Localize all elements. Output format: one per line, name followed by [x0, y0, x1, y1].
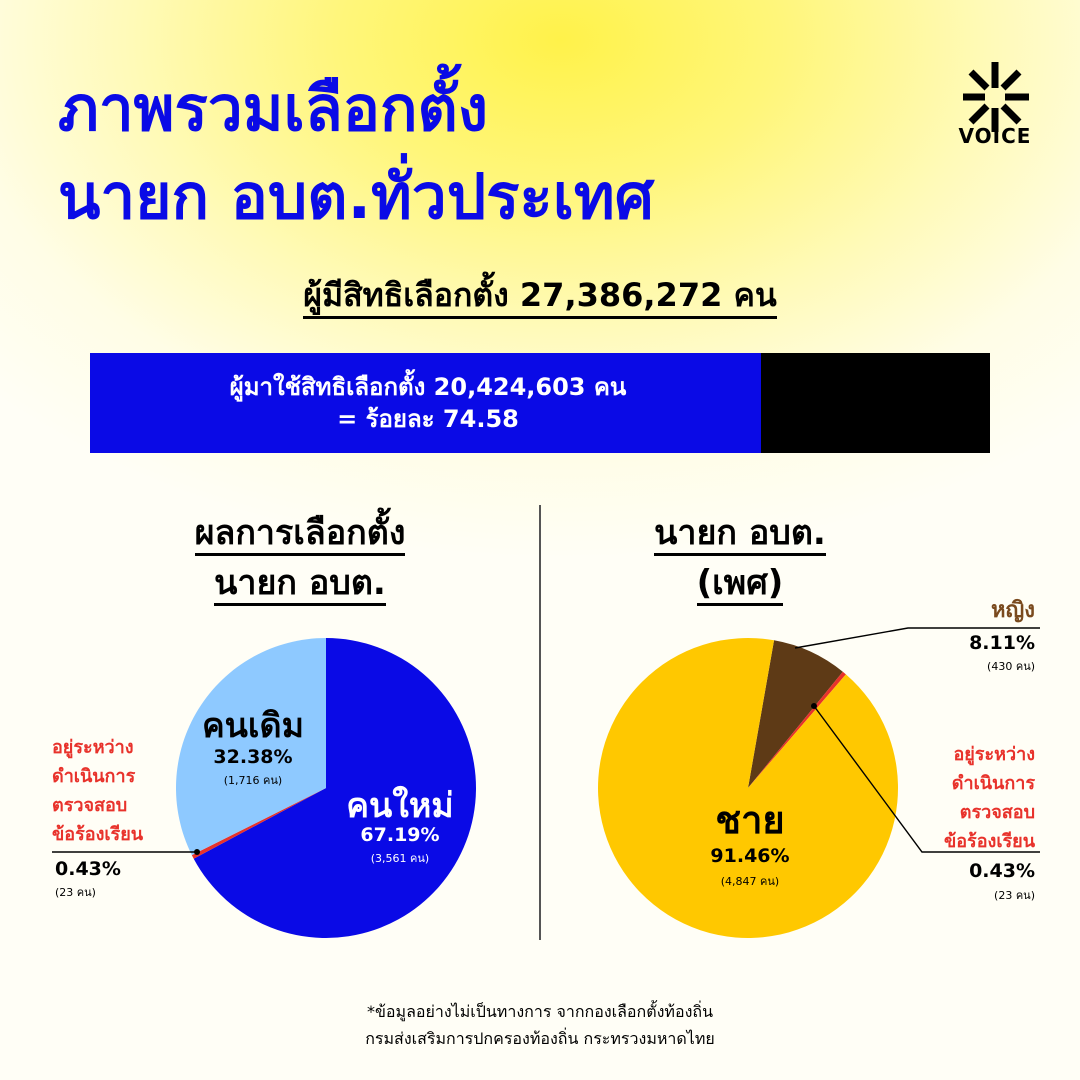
- pie-chart-gender: [598, 638, 899, 939]
- right-pending-line-2: ดำเนินการ: [951, 773, 1035, 794]
- label-female-count: (430 คน): [987, 660, 1035, 673]
- pie-chart-result: [176, 638, 476, 938]
- label-new-pct: 67.19%: [360, 824, 440, 846]
- section-divider: [539, 505, 541, 940]
- leader-dot-left: [194, 849, 200, 855]
- left-title-line-2: นายก อบต.: [214, 563, 386, 606]
- pie-slice-pending: [191, 788, 326, 859]
- label-male-count: (4,847 คน): [720, 875, 780, 888]
- pie-slice-new: [193, 638, 476, 938]
- brand-name: VOICE: [958, 124, 1032, 148]
- left-pending-pct: 0.43%: [55, 858, 121, 880]
- left-pending-line-1: อยู่ระหว่าง: [52, 737, 134, 758]
- footnote-line-1: *ข้อมูลอย่างไม่เป็นทางการ จากกองเลือกตั้…: [366, 1002, 714, 1021]
- turnout-label: ผู้มาใช้สิทธิเลือกตั้ง: [229, 373, 426, 401]
- label-female-pct: 8.11%: [969, 632, 1035, 654]
- page-title-line-2: นายก อบต.ทั่วประเทศ: [58, 160, 655, 233]
- turnout-value: 20,424,603 คน: [433, 373, 627, 401]
- turnout-bar-fill: [90, 353, 762, 453]
- left-pending-line-3: ตรวจสอบ: [52, 795, 128, 816]
- eligible-voters: ผู้มีสิทธิเลือกตั้ง 27,386,272 คน: [0, 270, 1080, 321]
- pie-slice-female: [748, 640, 843, 788]
- left-section-title: ผลการเลือกตั้ง นายก อบต.: [90, 508, 510, 608]
- footnote-line-2: กรมส่งเสริมการปกครองท้องถิ่น กระทรวงมหาด…: [365, 1029, 715, 1048]
- leader-line-female: [794, 627, 1040, 649]
- eligible-value: 27,386,272 คน: [519, 276, 777, 314]
- leader-lines: [52, 627, 1040, 855]
- right-title-line-2: (เพศ): [696, 563, 784, 606]
- pie-slice-pending: [748, 671, 846, 788]
- label-old-name: คนเดิม: [201, 706, 305, 746]
- turnout-text: ผู้มาใช้สิทธิเลือกตั้ง 20,424,603 คน = ร…: [90, 371, 766, 435]
- label-old-count: (1,716 คน): [223, 774, 283, 787]
- voice-burst-logo-icon: [963, 62, 1029, 132]
- pie-slice-male: [598, 638, 899, 939]
- label-old-pct: 32.38%: [213, 746, 293, 768]
- pie-slice-old: [176, 638, 326, 856]
- right-pending-line-3: ตรวจสอบ: [959, 802, 1035, 823]
- left-pending-line-2: ดำเนินการ: [52, 766, 136, 787]
- label-female-name: หญิง: [991, 598, 1035, 623]
- leader-dot-right: [811, 703, 817, 709]
- label-male-name: ชาย: [715, 798, 785, 842]
- page-title-line-1: ภาพรวมเลือกตั้ง: [58, 72, 489, 145]
- label-male-pct: 91.46%: [710, 845, 790, 867]
- left-pending-note: อยู่ระหว่าง ดำเนินการ ตรวจสอบ ข้อร้องเรี…: [52, 733, 143, 849]
- right-pending-line-4: ข้อร้องเรียน: [943, 831, 1035, 852]
- label-new-name: คนใหม่: [346, 786, 454, 826]
- eligible-label: ผู้มีสิทธิเลือกตั้ง: [303, 276, 509, 314]
- left-pending-line-4: ข้อร้องเรียน: [52, 824, 144, 845]
- right-title-line-1: นายก อบต.: [654, 513, 826, 556]
- left-title-line-1: ผลการเลือกตั้ง: [194, 513, 406, 556]
- leader-line-right-pending: [813, 705, 1040, 853]
- turnout-bar: ผู้มาใช้สิทธิเลือกตั้ง 20,424,603 คน = ร…: [90, 353, 990, 453]
- right-pending-count: (23 คน): [994, 889, 1035, 902]
- footnote: *ข้อมูลอย่างไม่เป็นทางการ จากกองเลือกตั้…: [0, 998, 1080, 1052]
- right-pending-pct: 0.43%: [969, 860, 1035, 882]
- right-pending-note: อยู่ระหว่าง ดำเนินการ ตรวจสอบ ข้อร้องเรี…: [880, 740, 1035, 856]
- turnout-percent: = ร้อยละ 74.58: [337, 405, 519, 433]
- left-pending-count: (23 คน): [55, 886, 96, 899]
- label-new-count: (3,561 คน): [370, 852, 430, 865]
- right-pending-line-1: อยู่ระหว่าง: [953, 744, 1035, 765]
- right-section-title: นายก อบต. (เพศ): [560, 508, 920, 608]
